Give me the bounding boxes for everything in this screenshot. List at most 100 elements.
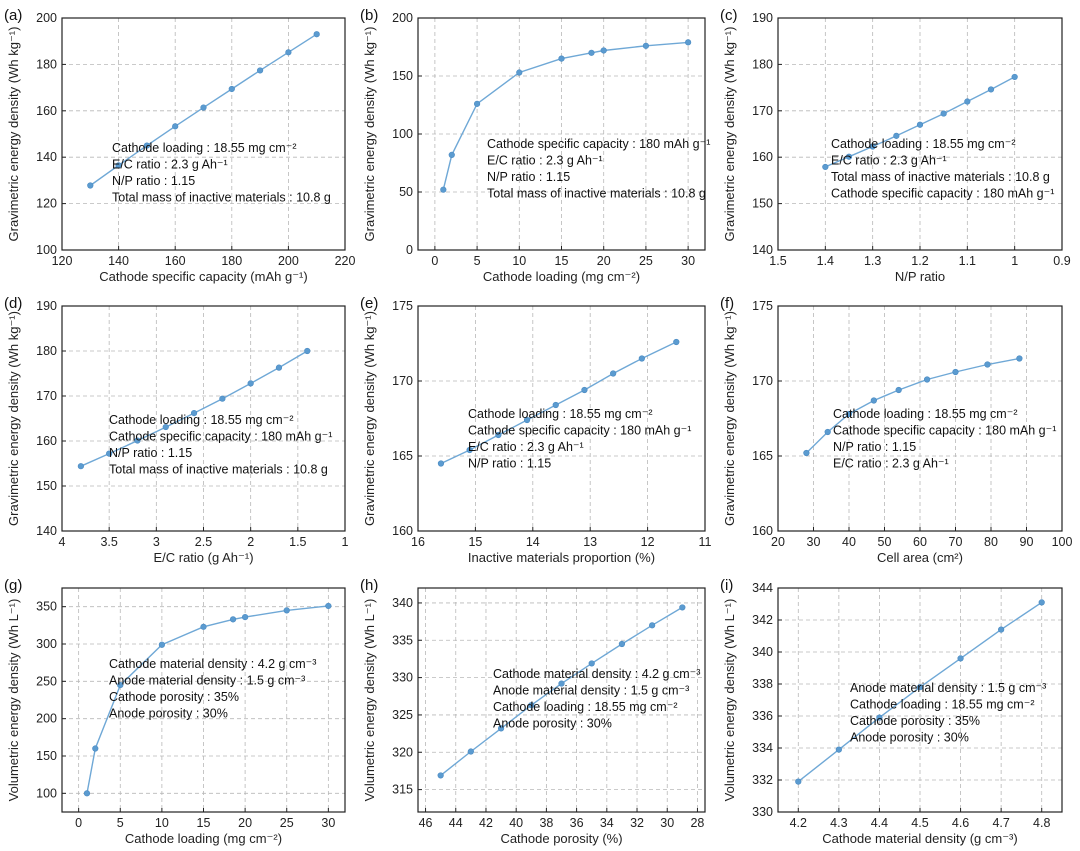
panel-d-ytick-label-0: 140 <box>36 524 57 538</box>
panel-g-annotation-1: Anode material density : 1.5 g cm⁻³ <box>109 674 305 688</box>
panel-c-ytick-label-1: 150 <box>752 197 773 211</box>
panel-d-ytick-label-3: 170 <box>36 389 57 403</box>
panel-e-frame <box>417 305 706 532</box>
panel-e-annotation-3: N/P ratio : 1.15 <box>468 457 551 471</box>
panel-c-xtick-label-3: 1.2 <box>911 254 928 268</box>
panel-i-ylabel: Volumetric energy density (Wh L⁻¹) <box>722 599 737 802</box>
panel-e-xtick-label-4: 12 <box>641 535 655 549</box>
panel-g-point-6 <box>242 614 249 621</box>
panel-h-point-0 <box>437 772 444 779</box>
panel-g-point-5 <box>229 616 237 623</box>
panel-g-ytick-label-3: 250 <box>36 674 57 688</box>
panel-g-point-3 <box>158 641 165 648</box>
panel-c: 1.5 1.4 1.3 1.2 1.1 1 0.9 140 150 160 170 180 190 N/P… <box>720 7 1071 284</box>
panel-e-point-2 <box>495 431 502 439</box>
panel-c-ytick-label-2: 160 <box>752 150 773 164</box>
panel-e-xlabel: Inactive materials proportion (%) <box>468 550 655 565</box>
panel-i-ytick-label-5: 340 <box>752 645 773 659</box>
panel-a: 120 140 160 180 200 220100120140160180200Cath… <box>4 7 355 284</box>
panel-b-point-5 <box>588 49 595 56</box>
panel-i-ytick-label-0: 330 <box>752 805 773 819</box>
panel-a-point-2 <box>143 142 150 149</box>
panel-i-point-1 <box>835 746 842 753</box>
panel-f-point-2 <box>845 410 853 418</box>
panel-d-xtick-label-3: 2.5 <box>195 535 212 549</box>
panel-f-ytick-label-0: 160 <box>752 524 773 538</box>
panel-b-point-7 <box>642 42 650 49</box>
panel-f-xtick-label-6: 80 <box>984 535 998 549</box>
panel-e-label: (e) <box>360 295 378 312</box>
panel-c-xtick-label-6: 0.9 <box>1053 254 1070 268</box>
panel-d-point-6 <box>247 380 254 387</box>
panel-a-point-7 <box>285 49 292 56</box>
panel-f-annotation-1: Cathode specific capacity : 180 mAh g⁻¹ <box>833 424 1056 438</box>
panel-g-point-1 <box>92 745 99 752</box>
panel-e-annotation-0: Cathode loading : 18.55 mg cm⁻² <box>468 407 652 421</box>
panel-c-point-0 <box>822 163 829 171</box>
panel-h-label: (h) <box>360 577 378 594</box>
panel-c-xtick-label-5: 1 <box>1011 254 1018 268</box>
panel-a-xlabel: Cathode specific capacity (mAh g⁻¹) <box>99 269 307 284</box>
panel-d-annotation-0: Cathode loading : 18.55 mg cm⁻² <box>109 413 293 427</box>
panel-i-point-5 <box>998 626 1005 633</box>
panel-c-xlabel: N/P ratio <box>895 269 945 284</box>
panel-a-ytick-label-4: 180 <box>36 57 57 71</box>
panel-b-series-line <box>442 41 689 190</box>
panel-f-xtick-label-7: 90 <box>1020 535 1034 549</box>
panel-h-xtick-label-1: 44 <box>449 816 463 830</box>
panel-i-xlabel: Cathode material density (g cm⁻³) <box>822 831 1017 846</box>
panel-h-xtick-label-5: 36 <box>570 816 584 830</box>
panel-b-xtick-label-2: 10 <box>512 254 526 268</box>
panel-b-point-1 <box>448 151 455 158</box>
panel-b-annotation-3: Total mass of inactive materials : 10.8 … <box>487 187 706 201</box>
panel-d-xtick-label-2: 3 <box>153 535 160 549</box>
panel-b-ytick-label-4: 200 <box>392 11 413 25</box>
panel-c-xtick-label-4: 1.1 <box>959 254 976 268</box>
panel-i-xtick-label-5: 4.7 <box>992 816 1009 830</box>
panel-a-point-5 <box>228 85 235 93</box>
panel-h-xtick-label-2: 42 <box>479 816 493 830</box>
panel-a-ytick-label-2: 140 <box>36 150 57 164</box>
panel-d-point-4 <box>190 410 198 417</box>
panel-a-xtick-label-0: 120 <box>52 254 73 268</box>
panel-a-point-0 <box>87 182 94 189</box>
panel-f-ytick-label-2: 170 <box>752 374 773 388</box>
panel-f-point-8 <box>1016 355 1023 362</box>
panel-e-point-6 <box>610 370 617 377</box>
panel-f-xlabel: Cell area (cm²) <box>877 550 963 565</box>
panel-h-point-3 <box>528 702 535 709</box>
panel-g-point-7 <box>283 607 290 614</box>
panel-d-label: (d) <box>4 295 22 312</box>
panel-f-series-line <box>805 357 1020 454</box>
panel-h-xtick-label-9: 28 <box>690 816 704 830</box>
panel-g-xlabel: Cathode loading (mg cm⁻²) <box>125 831 282 846</box>
panel-b-ylabel: Gravimetric energy density (Wh kg⁻¹) <box>362 27 377 242</box>
panel-d-xtick-label-5: 1.5 <box>289 535 306 549</box>
panel-g-annotation-2: Cathode porosity : 35% <box>109 690 239 704</box>
panel-f-point-4 <box>895 386 902 394</box>
panel-h-ytick-label-2: 325 <box>392 708 413 722</box>
panel-d-point-2 <box>134 437 141 444</box>
panel-i-annotation-0: Anode material density : 1.5 g cm⁻³ <box>850 681 1046 695</box>
panel-a-ytick-label-3: 160 <box>36 104 57 118</box>
panel-h-ytick-label-0: 315 <box>392 783 413 797</box>
panel-f-xtick-label-1: 30 <box>807 535 821 549</box>
panel-i-annotation-2: Cathode porosity : 35% <box>850 714 980 728</box>
panel-e-ytick-label-0: 160 <box>392 524 413 538</box>
panel-g-point-8 <box>325 602 332 610</box>
panel-g-ytick-label-0: 100 <box>36 786 57 800</box>
panel-f-xtick-label-5: 70 <box>949 535 963 549</box>
panel-a-xtick-label-3: 180 <box>221 254 242 268</box>
panel-i: 4.2 4.3 4.4 4.5 4.6 4.7 4.8 330 332 334 336 338 340 3… <box>720 577 1063 846</box>
panel-a-point-3 <box>172 123 179 130</box>
panel-i-ytick-label-2: 334 <box>752 741 773 755</box>
panel-e-point-8 <box>673 338 680 346</box>
panel-c-xtick-label-0: 1.5 <box>769 254 786 268</box>
panel-h-ytick-label-1: 320 <box>392 745 413 759</box>
panel-c-ytick-label-0: 140 <box>752 243 773 257</box>
panel-e-point-4 <box>552 401 559 409</box>
panel-c-ytick-label-5: 190 <box>752 11 773 25</box>
panel-c-xtick-label-1: 1.4 <box>817 254 834 268</box>
panel-b-xtick-label-4: 20 <box>597 254 611 268</box>
